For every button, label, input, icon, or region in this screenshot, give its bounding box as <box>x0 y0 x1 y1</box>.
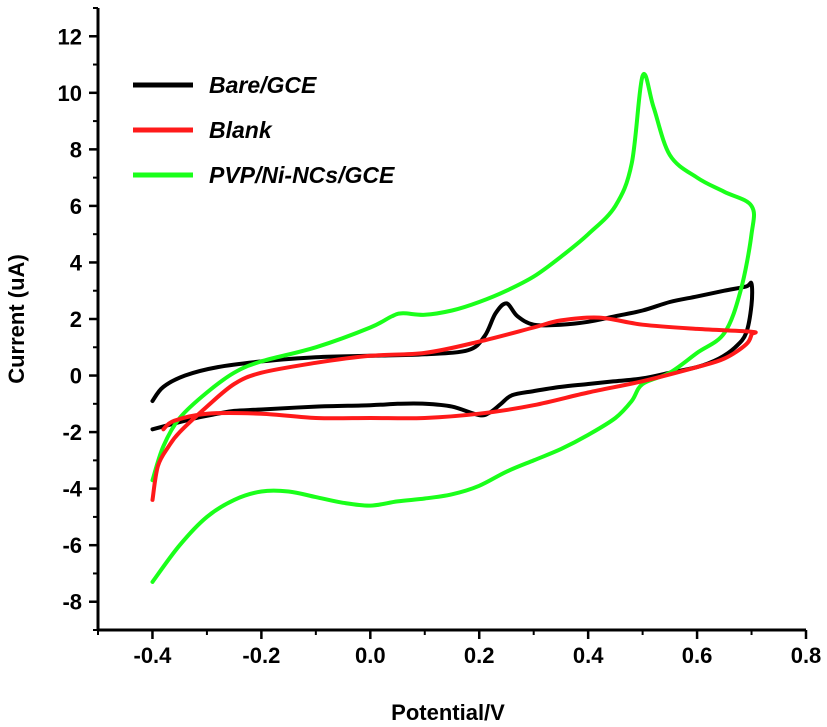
x-tick-label: -0.2 <box>242 643 280 668</box>
legend-label: PVP/Ni-NCs/GCE <box>209 162 395 188</box>
y-tick-label: 6 <box>70 194 82 219</box>
ticks-layer: -0.4 -0.2 0.0 0.2 0.4 0.6 0.8 -8 -6 -4 -2 0 2 4 6 8 10 12 <box>58 7 822 668</box>
x-tick-label: 0.0 <box>355 643 386 668</box>
x-tick-label: 0.2 <box>464 643 495 668</box>
y-axis-title: Current (uA) <box>4 254 29 384</box>
x-tick-label: -0.4 <box>134 643 173 668</box>
x-axis-title: Potential/V <box>391 700 505 725</box>
series-layer <box>150 71 758 584</box>
x-tick-label: 0.6 <box>682 643 713 668</box>
y-tick-label: 8 <box>70 137 82 162</box>
y-tick-label: -6 <box>62 533 82 558</box>
y-tick-label: 12 <box>58 24 82 49</box>
legend: Bare/GCE Blank PVP/Ni-NCs/GCE <box>133 72 395 188</box>
y-tick-label: -4 <box>62 477 82 502</box>
y-tick-label: 2 <box>70 307 82 332</box>
series-line-blank <box>150 315 758 502</box>
x-tick-label: 0.4 <box>573 643 604 668</box>
y-tick-label: -2 <box>62 420 82 445</box>
y-tick-label: -8 <box>62 590 82 615</box>
x-tick-label: 0.8 <box>791 643 822 668</box>
y-tick-label: 0 <box>70 364 82 389</box>
series-line-bare-gce <box>150 280 755 432</box>
y-tick-label: 4 <box>70 250 83 275</box>
y-tick-label: 10 <box>58 81 82 106</box>
series-line-pvp-ni-ncs-gce <box>150 71 757 584</box>
legend-label: Bare/GCE <box>209 72 317 98</box>
axes-layer <box>96 8 806 632</box>
legend-label: Blank <box>209 117 273 143</box>
